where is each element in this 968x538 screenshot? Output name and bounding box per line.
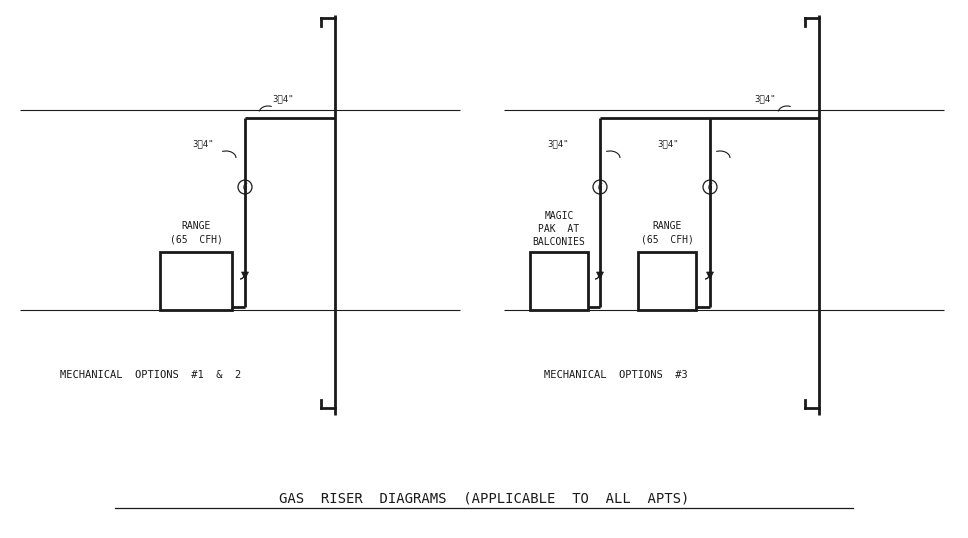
Bar xyxy=(638,252,696,310)
Text: RANGE
(65  CFH): RANGE (65 CFH) xyxy=(641,221,693,244)
Polygon shape xyxy=(596,272,603,279)
Text: G: G xyxy=(597,182,602,192)
Text: 3⁄4": 3⁄4" xyxy=(272,94,293,103)
Text: G: G xyxy=(708,182,712,192)
Text: MECHANICAL  OPTIONS  #3: MECHANICAL OPTIONS #3 xyxy=(544,370,687,380)
Text: RANGE
(65  CFH): RANGE (65 CFH) xyxy=(169,221,223,244)
Polygon shape xyxy=(707,272,713,279)
Text: G: G xyxy=(243,182,247,192)
Text: MECHANICAL  OPTIONS  #1  &  2: MECHANICAL OPTIONS #1 & 2 xyxy=(60,370,241,380)
Polygon shape xyxy=(241,272,249,279)
Text: 3⁄4": 3⁄4" xyxy=(192,139,214,148)
Text: GAS  RISER  DIAGRAMS  (APPLICABLE  TO  ALL  APTS): GAS RISER DIAGRAMS (APPLICABLE TO ALL AP… xyxy=(279,491,689,505)
Bar xyxy=(530,252,588,310)
Bar xyxy=(160,252,232,310)
Text: 3⁄4": 3⁄4" xyxy=(754,94,775,103)
Text: MAGIC
PAK  AT
BALCONIES: MAGIC PAK AT BALCONIES xyxy=(532,210,586,247)
Text: 3⁄4": 3⁄4" xyxy=(547,139,568,148)
Text: 3⁄4": 3⁄4" xyxy=(657,139,679,148)
